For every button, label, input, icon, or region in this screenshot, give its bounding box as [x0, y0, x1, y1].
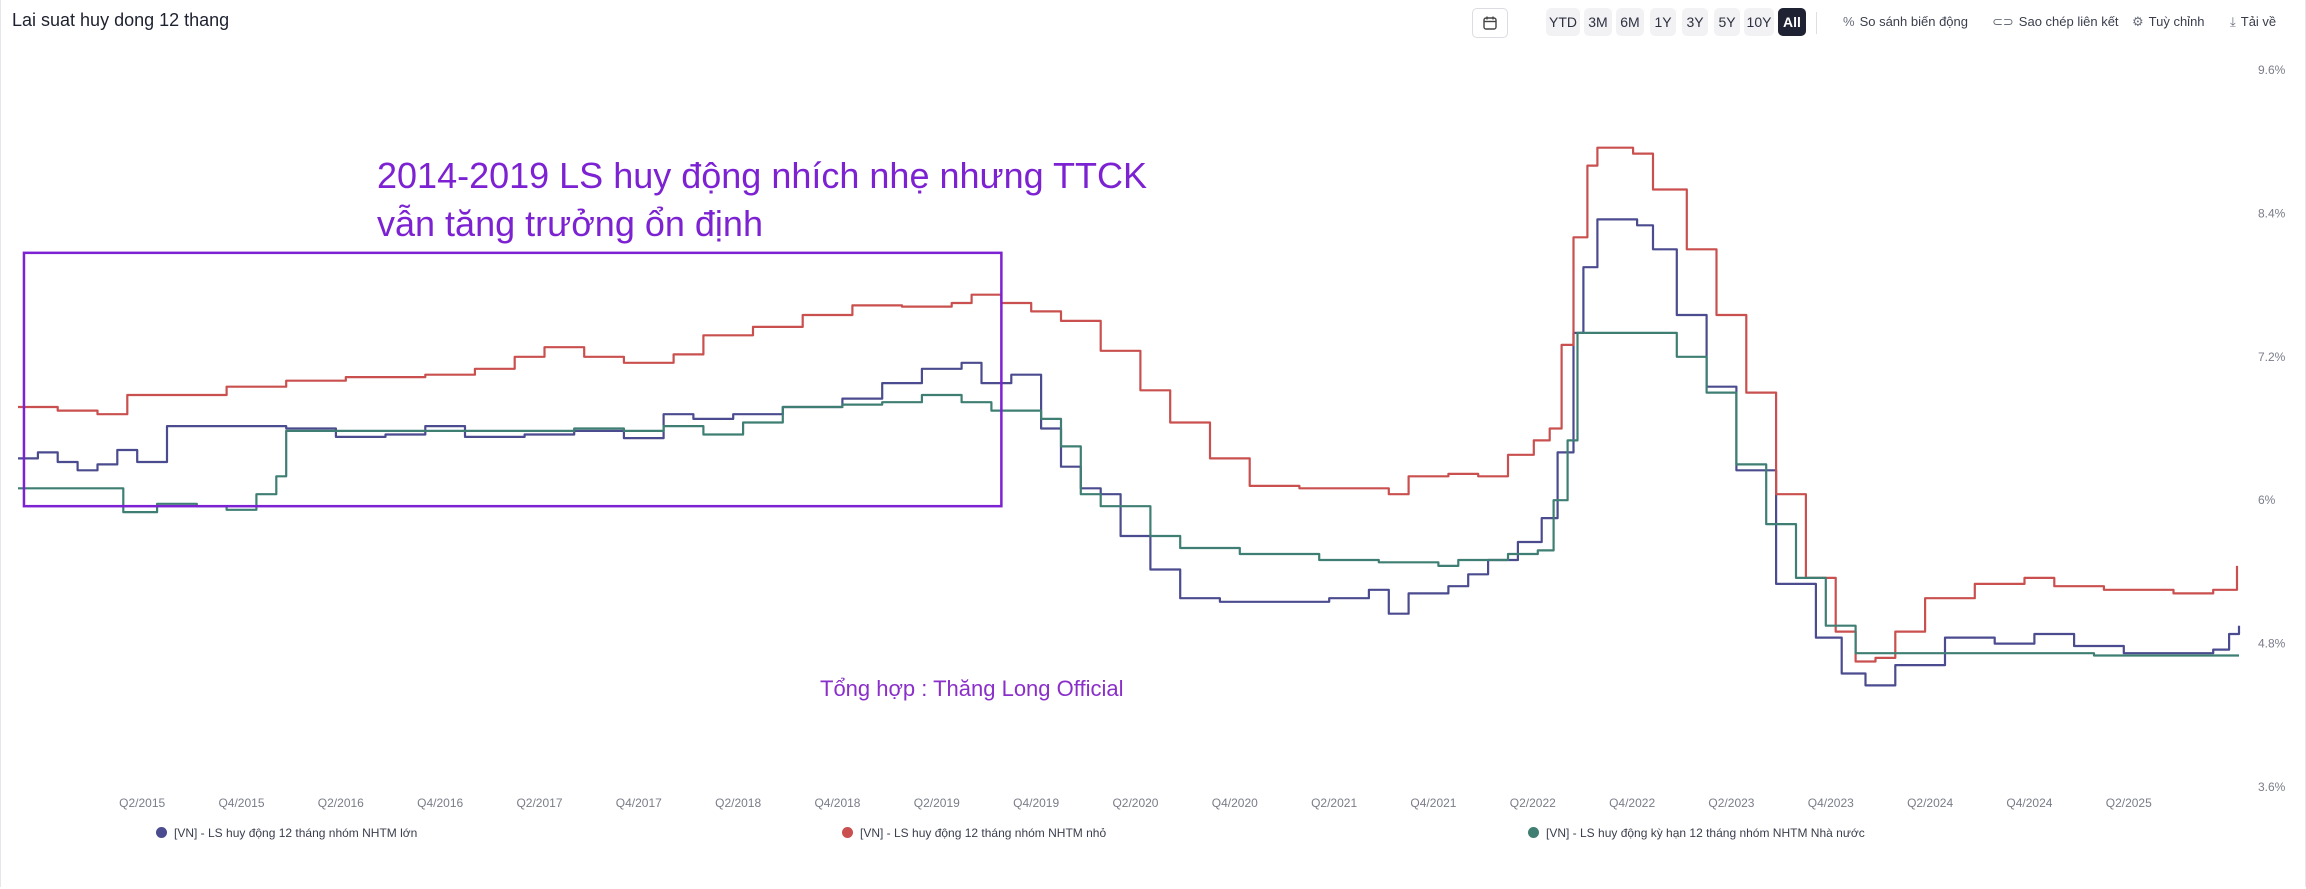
legend-dot-icon: [156, 827, 167, 838]
y-tick-label: 4.8%: [2258, 637, 2286, 651]
download-icon: ⤓: [2230, 14, 2236, 29]
link-icon: ⊂⊃: [1992, 14, 2014, 29]
x-tick-label: Q4/2016: [417, 796, 463, 810]
x-tick-label: Q2/2022: [1510, 796, 1556, 810]
series-line-1: [18, 146, 2239, 663]
range-ytd-button[interactable]: YTD: [1546, 8, 1580, 36]
legend-dot-icon: [1528, 827, 1539, 838]
series-line-2: [18, 331, 2239, 657]
y-tick-label: 7.2%: [2258, 350, 2286, 364]
legend-dot-icon: [842, 827, 853, 838]
range-3m-button[interactable]: 3M: [1584, 8, 1612, 36]
annotation-credit: Tổng hợp : Thăng Long Official: [820, 676, 1124, 701]
x-tick-label: Q4/2024: [2006, 796, 2052, 810]
range-6m-button[interactable]: 6M: [1616, 8, 1644, 36]
highlight-box: [22, 251, 1003, 508]
x-tick-label: Q2/2017: [516, 796, 562, 810]
x-tick-label: Q2/2025: [2106, 796, 2152, 810]
legend-item-large-banks[interactable]: [VN] - LS huy động 12 tháng nhóm NHTM lớ…: [156, 826, 417, 840]
series-line-0: [18, 218, 2241, 687]
toolbar-divider: [1816, 12, 1817, 34]
x-tick-label: Q2/2016: [318, 796, 364, 810]
x-tick-label: Q4/2017: [616, 796, 662, 810]
x-tick-label: Q4/2021: [1410, 796, 1456, 810]
y-tick-label: 3.6%: [2258, 780, 2286, 794]
x-tick-label: Q4/2023: [1808, 796, 1854, 810]
legend-item-state-banks[interactable]: [VN] - LS huy động kỳ hạn 12 tháng nhóm …: [1528, 826, 1865, 840]
x-tick-label: Q2/2015: [119, 796, 165, 810]
annotation-line-1: 2014-2019 LS huy động nhích nhẹ nhưng TT…: [377, 155, 1147, 196]
x-tick-label: Q4/2015: [218, 796, 264, 810]
annotation-line-2: vẫn tăng trưởng ổn định: [377, 203, 763, 244]
x-tick-label: Q4/2022: [1609, 796, 1655, 810]
range-1y-button[interactable]: 1Y: [1650, 8, 1676, 36]
download-button[interactable]: ⤓ Tải về: [2230, 8, 2276, 36]
range-all-button[interactable]: All: [1778, 8, 1806, 36]
x-tick-label: Q4/2020: [1212, 796, 1258, 810]
x-tick-label: Q2/2023: [1708, 796, 1754, 810]
x-tick-label: Q4/2018: [814, 796, 860, 810]
date-picker-button[interactable]: [1472, 8, 1508, 38]
range-10y-button[interactable]: 10Y: [1744, 8, 1774, 36]
gear-icon: ⚙: [2132, 14, 2144, 29]
compare-button[interactable]: % So sánh biến động: [1843, 8, 1968, 36]
x-tick-label: Q2/2021: [1311, 796, 1357, 810]
legend-item-small-banks[interactable]: [VN] - LS huy động 12 tháng nhóm NHTM nh…: [842, 826, 1106, 840]
x-tick-label: Q2/2024: [1907, 796, 1953, 810]
y-tick-label: 9.6%: [2258, 63, 2286, 77]
x-tick-label: Q2/2018: [715, 796, 761, 810]
range-5y-button[interactable]: 5Y: [1714, 8, 1740, 36]
y-tick-label: 6%: [2258, 493, 2276, 507]
calendar-icon: [1482, 15, 1498, 31]
y-tick-label: 8.4%: [2258, 206, 2286, 220]
annotation-main: 2014-2019 LS huy động nhích nhẹ nhưng TT…: [377, 152, 1147, 248]
x-tick-label: Q2/2019: [914, 796, 960, 810]
chart-title: Lai suat huy dong 12 thang: [12, 10, 230, 30]
range-3y-button[interactable]: 3Y: [1682, 8, 1708, 36]
copy-link-button[interactable]: ⊂⊃ Sao chép liên kết: [1992, 8, 2119, 36]
percent-icon: %: [1843, 14, 1855, 29]
x-tick-label: Q2/2020: [1112, 796, 1158, 810]
customize-button[interactable]: ⚙ Tuỳ chỉnh: [2132, 8, 2205, 36]
x-tick-label: Q4/2019: [1013, 796, 1059, 810]
